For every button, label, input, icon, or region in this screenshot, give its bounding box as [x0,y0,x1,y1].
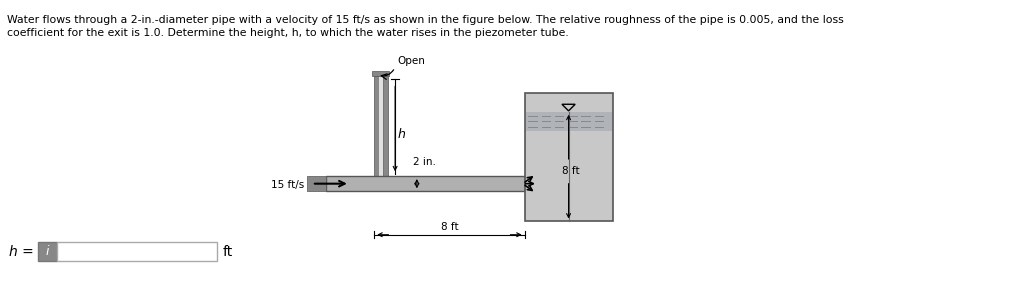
Text: 8 ft: 8 ft [562,166,579,177]
Text: 8 ft: 8 ft [441,222,458,232]
Text: h =: h = [9,245,35,259]
Bar [383,76,388,176]
Text: coefficient for the exit is 1.0. Determine the height, h, to which the water ris: coefficient for the exit is 1.0. Determi… [6,28,568,38]
Bar [375,76,379,176]
Bar [326,176,524,191]
Bar [38,242,57,261]
Text: ft: ft [222,245,232,259]
Bar [57,242,218,261]
Bar [525,112,612,131]
Bar [307,176,326,191]
Text: i: i [46,245,49,258]
Bar [373,71,390,76]
Text: 2 in.: 2 in. [413,157,436,167]
Text: Water flows through a 2-in.-diameter pipe with a velocity of 15 ft/s as shown in: Water flows through a 2-in.-diameter pip… [6,15,843,26]
Text: h: h [398,127,406,141]
Bar [524,93,613,222]
Text: 15 ft/s: 15 ft/s [271,180,304,190]
Bar [379,76,383,176]
Text: Open: Open [397,57,425,67]
